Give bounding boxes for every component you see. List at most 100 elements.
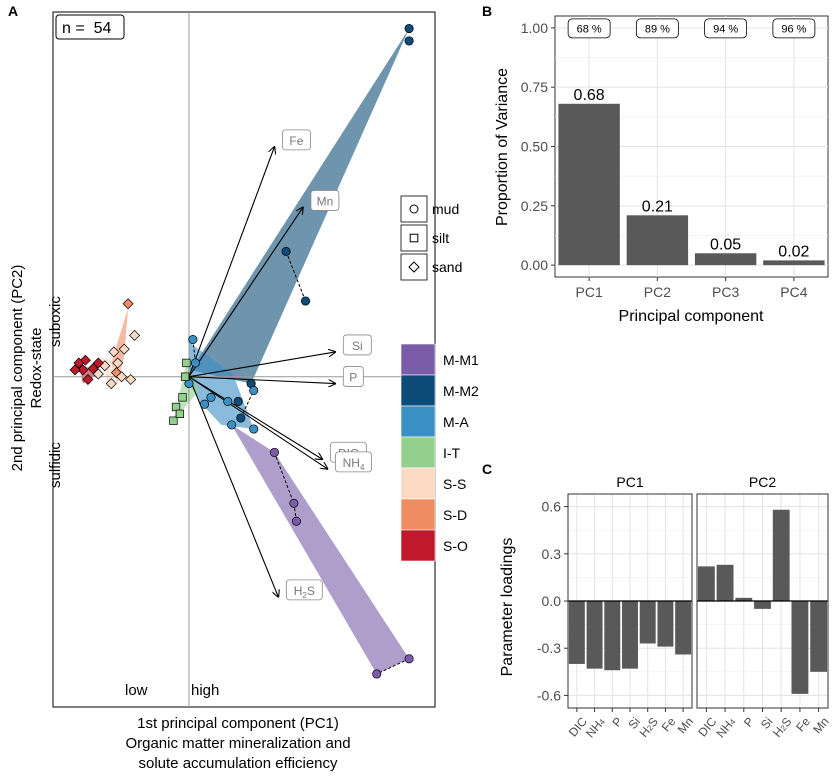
point-s-d-diamond xyxy=(122,298,134,310)
point-m-m1-circle xyxy=(372,669,382,679)
loading-arrow-nh4 xyxy=(188,376,328,469)
color-legend-swatch xyxy=(400,529,436,562)
panel-a-xlabel-line1: 1st principal component (PC1) xyxy=(137,715,339,732)
variance-value-label: 0.21 xyxy=(642,198,673,215)
point-s-s-diamond xyxy=(105,378,117,390)
y-tick-label: 0.50 xyxy=(521,139,548,155)
loading-bar-nh4 xyxy=(586,601,603,669)
color-legend-label: S-O xyxy=(443,538,468,554)
loading-bar-fe xyxy=(791,601,809,694)
point-m-a-circle xyxy=(206,392,216,402)
x-tick-label: P xyxy=(609,715,625,730)
loading-label-si: Si xyxy=(342,334,372,356)
loading-label-p: P xyxy=(342,366,364,387)
shape-legend-label: mud xyxy=(432,201,459,217)
point-s-s-diamond xyxy=(92,368,104,380)
panel-b-ticks: 0.00 0.25 0.50 0.75 1.00 PC1 PC2 PC3 PC4 xyxy=(521,20,808,300)
loading-label-h2s: H2S xyxy=(285,579,323,601)
color-legend-m-a: M-A xyxy=(400,405,469,438)
color-legend-label: M-A xyxy=(443,414,469,430)
point-m-m2-circle xyxy=(281,246,291,257)
loading-bar-mn xyxy=(810,601,828,672)
color-legend-m-m2: M-M2 xyxy=(400,374,479,407)
x-tick-label: H2S xyxy=(770,715,794,740)
point-m-a-circle xyxy=(190,358,200,368)
color-legend-i-t: I-T xyxy=(400,436,461,469)
point-s-o-diamond xyxy=(73,357,85,369)
x-tick-label: Mn xyxy=(810,715,831,737)
cumulative-label-text: 94 % xyxy=(713,23,738,35)
loading-arrow-si xyxy=(188,352,335,378)
loading-arrow-mn xyxy=(188,207,303,378)
x-tick-label: PC3 xyxy=(712,284,739,300)
panel-b-variance-chart: 0.68 68 % 0.21 89 % 0.05 94 % 0.02 96 % 0.00 0.2… xyxy=(494,15,829,325)
loading-label-text: H2S xyxy=(294,584,315,600)
loading-arrow-dic xyxy=(188,376,322,460)
color-legend-label: M-M1 xyxy=(443,352,479,368)
color-legend-s-d: S-D xyxy=(400,498,467,531)
loading-label-text: Mn xyxy=(317,194,334,208)
loading-arrow-h2s xyxy=(188,376,278,597)
point-s-o-diamond xyxy=(92,357,104,369)
y-tick-label: -0.6 xyxy=(537,687,561,703)
loading-bar-h2s xyxy=(772,509,790,601)
y-tick-label: 1.00 xyxy=(521,20,548,36)
loading-label-text: NH4 xyxy=(343,456,365,472)
y-tick-label: 0.0 xyxy=(542,593,562,609)
loading-arrow-fe xyxy=(188,147,274,377)
diamond-symbol xyxy=(408,261,420,273)
x-tick-label: Mn xyxy=(675,715,696,737)
cumulative-label-box xyxy=(567,18,611,39)
circle-symbol xyxy=(409,204,419,214)
panel-b-ylabel: Proportion of Variance xyxy=(494,68,511,226)
variance-bar-pc1 xyxy=(558,103,620,266)
panel-a-ylabel-line1: 2nd principal component (PC2) xyxy=(9,265,26,472)
loading-label-text: P xyxy=(349,371,357,385)
x-tick-label: H2S xyxy=(636,715,660,740)
point-m-m1-circle xyxy=(291,516,301,526)
hull-m-m1 xyxy=(231,424,410,674)
point-m-m2-circle xyxy=(404,36,414,46)
dashed-link xyxy=(192,339,196,363)
loading-label-box xyxy=(342,366,364,387)
x-tick-label: Fe xyxy=(659,714,679,734)
color-legend-label: I-T xyxy=(443,445,461,461)
panel-a-ylabel-line2: Redox-state xyxy=(28,328,45,409)
point-i-t-square xyxy=(169,416,178,425)
y-tick-label: 0.00 xyxy=(521,257,548,273)
loading-label-text: Si xyxy=(352,339,363,353)
cumulative-label-box xyxy=(635,18,679,39)
point-m-m1-circle xyxy=(404,654,414,664)
x-tick-label: PC4 xyxy=(780,284,807,300)
y-tick-label: 0.6 xyxy=(542,499,562,515)
panel-a-points xyxy=(69,23,414,679)
point-s-s-diamond xyxy=(116,371,128,383)
point-m-m2-circle xyxy=(236,413,246,423)
square-symbol xyxy=(409,233,419,243)
panel-label-b: B xyxy=(482,3,492,19)
y-tick-label: 0.3 xyxy=(542,546,562,562)
point-s-s-diamond xyxy=(129,329,141,341)
x-tick-label: Fe xyxy=(793,714,813,734)
x-tick-label: P xyxy=(741,715,757,730)
dashed-link xyxy=(285,251,306,302)
loading-bar-p xyxy=(604,601,621,671)
point-i-t-square xyxy=(182,358,191,368)
shape-legend-mud: mud xyxy=(400,195,459,223)
annotation-suboxic: suboxic xyxy=(47,296,64,347)
cumulative-label-text: 96 % xyxy=(781,23,806,35)
point-m-m2-circle xyxy=(233,396,243,407)
shape-legend-sand: sand xyxy=(400,253,462,281)
y-tick-label: 0.75 xyxy=(521,79,548,95)
cumulative-label-box xyxy=(772,18,816,39)
point-s-o-diamond xyxy=(82,373,94,385)
color-legend-swatch xyxy=(400,343,436,376)
loading-label-box xyxy=(285,579,323,601)
loading-bar-h2s xyxy=(639,601,656,644)
panel-a-biplot: FeMnSiPDICNH4H2S n = 54 suboxic sulfidic… xyxy=(9,11,479,772)
panel-a-loading-arrows xyxy=(188,147,335,597)
